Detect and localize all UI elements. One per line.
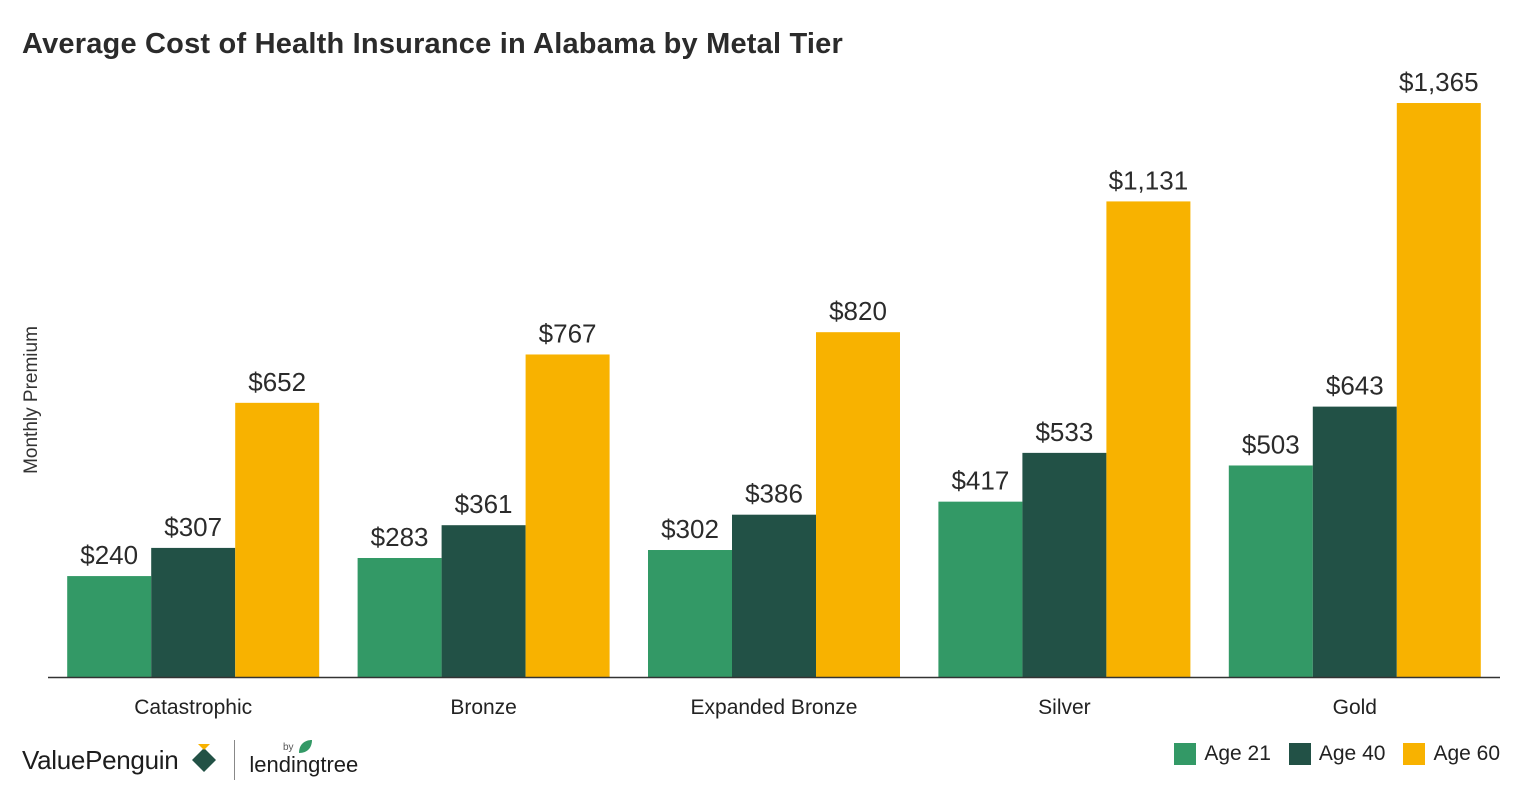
bar-gold-age-21 — [1228, 465, 1313, 677]
legend-item-age-21: Age 21 — [1174, 742, 1271, 766]
bar-silver-age-60 — [1106, 201, 1191, 678]
data-label: $361 — [455, 489, 513, 519]
leaf-icon — [299, 740, 313, 753]
data-label: $283 — [371, 522, 429, 552]
bar-gold-age-60 — [1396, 103, 1481, 677]
legend-swatch-age-21 — [1174, 743, 1197, 765]
data-label: $820 — [829, 296, 887, 326]
legend-item-age-40: Age 40 — [1288, 742, 1386, 766]
data-label: $417 — [951, 466, 1009, 496]
bar-expanded-bronze-age-40 — [732, 514, 816, 677]
x-tick-label: Expanded Bronze — [691, 696, 858, 719]
bar-expanded-bronze-age-60 — [816, 332, 900, 677]
logo-divider — [234, 740, 236, 780]
data-label: $1,365 — [1399, 67, 1479, 97]
x-tick-label: Bronze — [450, 696, 517, 719]
valuepenguin-logo: ValuePenguin by lendingtree — [22, 736, 358, 784]
bar-expanded-bronze-age-21 — [648, 550, 732, 677]
bar-bronze-age-40 — [441, 525, 526, 677]
x-tick-label: Silver — [1038, 696, 1091, 719]
bar-bronze-age-21 — [357, 557, 442, 677]
legend-swatch-age-60 — [1403, 743, 1426, 765]
data-label: $767 — [539, 318, 597, 348]
logo-by-text: by — [283, 742, 294, 753]
bar-bronze-age-60 — [525, 354, 610, 677]
bar-silver-age-40 — [1022, 452, 1107, 677]
data-label: $643 — [1326, 371, 1384, 401]
bar-catastrophic-age-21 — [67, 576, 152, 677]
legend-label-age-40: Age 40 — [1318, 742, 1386, 765]
bar-gold-age-40 — [1312, 406, 1397, 677]
y-axis-label: Monthly Premium — [21, 326, 42, 474]
data-label: $1,131 — [1109, 165, 1189, 195]
bar-catastrophic-age-60 — [235, 402, 320, 677]
bar-catastrophic-age-40 — [151, 547, 236, 677]
data-label: $503 — [1242, 429, 1300, 459]
chart-title: Average Cost of Health Insurance in Alab… — [22, 28, 843, 60]
chart-legend: Age 21 Age 40 Age 60 — [1156, 742, 1500, 766]
legend-item-age-60: Age 60 — [1403, 742, 1500, 766]
data-label: $386 — [745, 479, 803, 509]
penguin-logo-icon — [192, 744, 217, 772]
data-label: $302 — [661, 514, 719, 544]
legend-label-age-60: Age 60 — [1433, 742, 1500, 765]
legend-label-age-21: Age 21 — [1204, 742, 1271, 765]
data-label: $307 — [164, 512, 222, 542]
x-tick-label: Gold — [1333, 696, 1377, 719]
bar-silver-age-21 — [938, 501, 1023, 677]
data-label: $533 — [1035, 417, 1093, 447]
logo-lendingtree-text: lendingtree — [249, 752, 359, 777]
logo-valuepenguin-text: ValuePenguin — [22, 744, 179, 775]
legend-swatch-age-40 — [1288, 743, 1311, 765]
x-tick-label: Catastrophic — [134, 696, 252, 719]
data-label: $652 — [248, 367, 306, 397]
data-label: $240 — [80, 540, 138, 570]
